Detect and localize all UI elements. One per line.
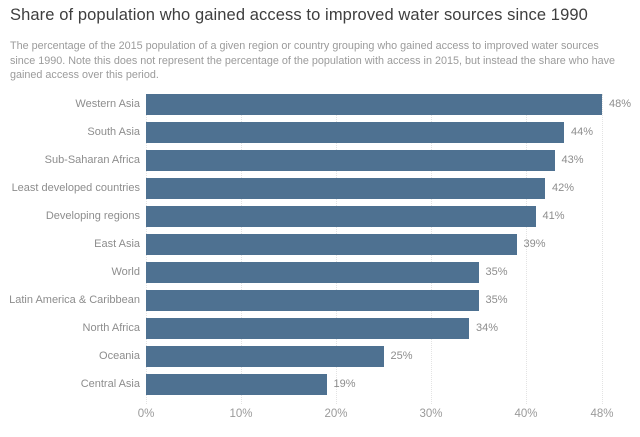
x-axis-tick-label: 40% (514, 408, 538, 420)
value-label: 35% (485, 294, 508, 306)
x-axis-tick-label: 20% (324, 408, 348, 420)
category-label: Central Asia (80, 378, 140, 390)
bar-row: Least developed countries 42% (0, 178, 640, 199)
chart-title: Share of population who gained access to… (10, 6, 588, 24)
bar (146, 122, 564, 143)
bar (146, 374, 327, 395)
bar-row: Oceania 25% (0, 346, 640, 367)
bar-row: Western Asia 48% (0, 94, 640, 115)
bar (146, 318, 469, 339)
bar-row: Latin America & Caribbean 35% (0, 290, 640, 311)
value-label: 48% (609, 98, 632, 110)
category-label: Least developed countries (11, 182, 140, 194)
bar (146, 262, 479, 283)
category-label: Oceania (99, 350, 140, 362)
category-label: South Asia (87, 126, 140, 138)
chart-subtitle: The percentage of the 2015 population of… (10, 40, 616, 82)
bar-row: South Asia 44% (0, 122, 640, 143)
bar (146, 94, 602, 115)
x-axis-tick-label: 10% (229, 408, 253, 420)
bar-row: World 35% (0, 262, 640, 283)
value-label: 34% (476, 322, 499, 334)
category-label: Western Asia (75, 98, 140, 110)
bar (146, 150, 555, 171)
bar (146, 178, 545, 199)
value-label: 42% (552, 182, 575, 194)
value-label: 44% (571, 126, 594, 138)
value-label: 41% (542, 210, 565, 222)
bar (146, 346, 384, 367)
category-label: Latin America & Caribbean (9, 294, 140, 306)
bar-chart-plot-area: Western Asia 48% South Asia 44% Sub-Saharan … (0, 94, 640, 434)
gridline-40pct (526, 94, 527, 404)
category-label: North Africa (82, 322, 140, 334)
value-label: 43% (561, 154, 584, 166)
bar (146, 234, 517, 255)
x-axis-tick-label: 48% (590, 408, 614, 420)
bar-row: Sub-Saharan Africa 43% (0, 150, 640, 171)
x-axis-tick-label: 0% (137, 408, 155, 420)
bar-row: North Africa 34% (0, 318, 640, 339)
bar (146, 290, 479, 311)
value-label: 25% (390, 350, 413, 362)
bar (146, 206, 536, 227)
value-label: 35% (485, 266, 508, 278)
bar-row: Central Asia 19% (0, 374, 640, 395)
category-label: Sub-Saharan Africa (44, 154, 140, 166)
bar-row: East Asia 39% (0, 234, 640, 255)
category-label: World (111, 266, 140, 278)
category-label: Developing regions (45, 210, 140, 222)
value-label: 19% (333, 378, 356, 390)
x-axis-tick-label: 30% (419, 408, 443, 420)
gridline-48pct (602, 94, 603, 404)
value-label: 39% (523, 238, 546, 250)
category-label: East Asia (94, 238, 140, 250)
bar-row: Developing regions 41% (0, 206, 640, 227)
